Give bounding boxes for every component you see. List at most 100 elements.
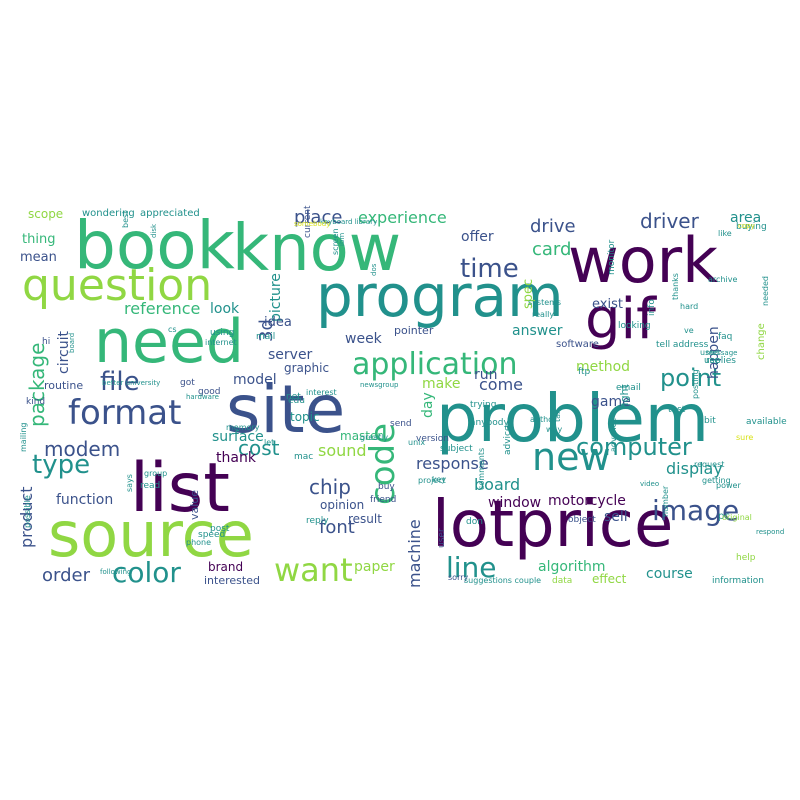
word-chip: chip [309, 475, 351, 499]
word-disk: disk [150, 223, 158, 238]
word-paper: paper [354, 559, 395, 575]
word-internet: internet [205, 338, 237, 347]
word-image: image [652, 494, 739, 527]
word-anybody: anybody [470, 418, 509, 428]
word-reference: reference [124, 299, 200, 318]
word-method: method [576, 359, 630, 375]
word-mail: mail [256, 332, 275, 342]
word-area: area [730, 210, 761, 226]
word-machine: machine [405, 519, 424, 588]
word-help: help [736, 553, 756, 563]
word-subject: subject [440, 444, 473, 454]
word-problem: problem [436, 380, 709, 457]
word-new: new [532, 435, 611, 479]
word-posting: posting [691, 369, 700, 399]
word-archive: archive [708, 275, 737, 284]
word-sell: sell [604, 509, 628, 525]
word-sure: sure [736, 433, 753, 442]
word-advance: advance [609, 418, 618, 452]
word-key: key [432, 475, 446, 484]
word-hardware: hardware [186, 393, 219, 401]
word-faq: faq [718, 332, 732, 342]
word-buying: buying [736, 222, 767, 232]
word-tax: tax [553, 409, 562, 422]
word-answer: answer [512, 323, 563, 339]
word-motorcycle: motorcycle [548, 493, 626, 509]
word-suggestions-couple: suggestions couple [464, 576, 541, 585]
word-package: package [25, 343, 49, 427]
word-line: line [446, 551, 497, 584]
word-screen: screen [331, 228, 340, 255]
word-hard: hard [680, 302, 698, 311]
word-replies: replies [706, 356, 736, 366]
word-ftp: ftp [578, 367, 591, 377]
word-keyboard-library: keyboard library [320, 218, 377, 226]
word-appreciated: appreciated [140, 208, 200, 219]
word-lotprice: lotprice [432, 488, 673, 562]
word-like: like [718, 229, 732, 238]
word-day: day [420, 392, 436, 418]
word-memory: memory [226, 423, 260, 432]
word-ve: ve [684, 326, 694, 335]
word-course: course [646, 566, 693, 582]
word-order: order [42, 565, 91, 586]
word-font: font [319, 517, 355, 538]
word-somebody: somebody [294, 220, 330, 228]
word-point: point [660, 364, 721, 392]
word-brand: brand [208, 560, 243, 574]
word-ibm: ibm [338, 233, 346, 246]
word-read: read [140, 481, 160, 491]
word-format: format [68, 393, 181, 433]
word-good: good [198, 387, 220, 397]
word-respond: respond [756, 528, 784, 536]
word-pc: pc [718, 511, 730, 522]
word-run: run [474, 367, 498, 383]
word-cs: cs [168, 325, 177, 334]
word-opinion: opinion [320, 498, 364, 512]
word-drive: drive [530, 216, 576, 237]
word-original: original [722, 513, 752, 522]
word-group: group [144, 469, 167, 478]
word-dos: dos [370, 263, 378, 276]
word-number: number [661, 485, 670, 517]
word-interest: interest [306, 388, 337, 397]
word-window: window [488, 495, 541, 511]
word-question: question [22, 260, 212, 311]
word-says: says [125, 474, 134, 492]
word-let: let [264, 438, 274, 447]
word-master: master [340, 429, 382, 443]
word-copy: copy [738, 222, 755, 230]
word-application: application [352, 347, 517, 382]
word-tell-address: tell address [656, 340, 709, 350]
word-needed: needed [761, 276, 770, 306]
word-wondering: wondering [82, 208, 135, 219]
word-email: email [616, 383, 641, 393]
word-computer: computer [576, 433, 692, 461]
word-getting: getting [702, 476, 731, 485]
word-result: result [348, 512, 382, 526]
word-current: current [303, 205, 313, 238]
word-request: request [694, 460, 724, 469]
word-week: week [345, 331, 383, 347]
word-sorry: sorry [448, 573, 469, 582]
word-game: game [591, 394, 631, 410]
word-offer: offer [461, 229, 494, 245]
word-time: time [460, 254, 519, 284]
word-information: information [712, 576, 764, 586]
word-right: right [618, 383, 631, 410]
word-interested: interested [204, 574, 260, 587]
word-user: user [437, 528, 447, 548]
word-make: make [422, 376, 460, 392]
word-net: net [286, 392, 301, 402]
word-buy: buy [378, 482, 395, 492]
word-algorithm: algorithm [538, 559, 606, 575]
word-function: function [56, 492, 113, 508]
word-board: board [474, 475, 520, 494]
word-server: server [268, 347, 313, 363]
word-edu: edu [288, 396, 305, 406]
word-driver: driver [640, 209, 700, 233]
word-really: really [532, 310, 554, 319]
word-response: response [416, 454, 489, 473]
